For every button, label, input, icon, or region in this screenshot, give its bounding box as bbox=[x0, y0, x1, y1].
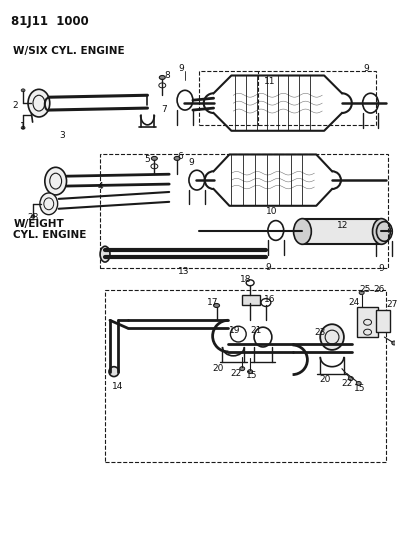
Text: 20: 20 bbox=[213, 364, 224, 373]
Text: 16: 16 bbox=[264, 295, 276, 304]
Ellipse shape bbox=[159, 76, 165, 79]
Text: 9: 9 bbox=[379, 264, 384, 273]
Text: 21: 21 bbox=[250, 326, 262, 335]
Text: 18: 18 bbox=[241, 276, 252, 284]
Ellipse shape bbox=[100, 246, 110, 262]
Ellipse shape bbox=[174, 157, 180, 160]
Ellipse shape bbox=[45, 167, 67, 195]
Text: 23: 23 bbox=[314, 328, 326, 337]
Text: 8: 8 bbox=[164, 71, 170, 80]
Ellipse shape bbox=[392, 341, 397, 345]
Ellipse shape bbox=[21, 89, 25, 92]
Text: 6: 6 bbox=[177, 152, 183, 161]
Text: 19: 19 bbox=[229, 326, 240, 335]
Text: 9: 9 bbox=[364, 64, 369, 73]
Ellipse shape bbox=[152, 157, 157, 160]
Text: 28: 28 bbox=[27, 213, 39, 222]
Text: 10: 10 bbox=[266, 207, 278, 216]
Ellipse shape bbox=[359, 290, 364, 295]
Text: 27: 27 bbox=[387, 300, 398, 309]
Text: 3: 3 bbox=[60, 131, 65, 140]
Text: 25: 25 bbox=[359, 285, 370, 294]
Bar bbox=[105, 290, 386, 463]
Text: 26: 26 bbox=[374, 285, 385, 294]
Ellipse shape bbox=[248, 370, 253, 374]
Text: 9: 9 bbox=[188, 158, 194, 167]
Text: 24: 24 bbox=[348, 298, 359, 307]
Text: 17: 17 bbox=[207, 298, 218, 307]
Text: 9: 9 bbox=[265, 263, 271, 272]
Text: 81J11  1000: 81J11 1000 bbox=[11, 15, 89, 28]
Text: 14: 14 bbox=[112, 382, 124, 391]
Ellipse shape bbox=[348, 376, 353, 381]
Ellipse shape bbox=[320, 324, 344, 350]
Text: 9: 9 bbox=[178, 64, 184, 73]
Text: 5: 5 bbox=[144, 155, 150, 164]
Ellipse shape bbox=[373, 219, 390, 244]
Bar bbox=[242, 295, 260, 304]
Text: 15: 15 bbox=[354, 384, 365, 393]
Text: 20: 20 bbox=[320, 375, 331, 384]
Text: 11: 11 bbox=[264, 77, 276, 86]
Text: 12: 12 bbox=[337, 221, 349, 230]
Text: 22: 22 bbox=[341, 379, 352, 388]
FancyArrowPatch shape bbox=[32, 113, 33, 122]
Text: 4: 4 bbox=[97, 182, 103, 191]
Text: W/EIGHT
CYL. ENGINE: W/EIGHT CYL. ENGINE bbox=[13, 219, 87, 240]
Ellipse shape bbox=[21, 126, 25, 130]
Bar bbox=[302, 219, 381, 244]
Text: 22: 22 bbox=[231, 369, 242, 378]
Text: 1: 1 bbox=[20, 123, 26, 131]
Text: 7: 7 bbox=[161, 104, 167, 114]
Ellipse shape bbox=[28, 90, 50, 117]
Ellipse shape bbox=[109, 367, 119, 376]
Bar bbox=[377, 310, 390, 332]
Ellipse shape bbox=[40, 193, 57, 215]
Text: 2: 2 bbox=[12, 101, 18, 110]
Ellipse shape bbox=[31, 215, 35, 218]
Ellipse shape bbox=[294, 219, 311, 244]
Ellipse shape bbox=[213, 303, 219, 308]
Bar bbox=[357, 308, 378, 337]
Ellipse shape bbox=[356, 382, 361, 385]
Text: 13: 13 bbox=[178, 268, 190, 277]
Bar bbox=[100, 155, 388, 268]
Text: 15: 15 bbox=[246, 371, 258, 380]
Bar bbox=[258, 70, 377, 125]
Ellipse shape bbox=[240, 367, 245, 370]
Text: W/SIX CYL. ENGINE: W/SIX CYL. ENGINE bbox=[13, 46, 125, 56]
